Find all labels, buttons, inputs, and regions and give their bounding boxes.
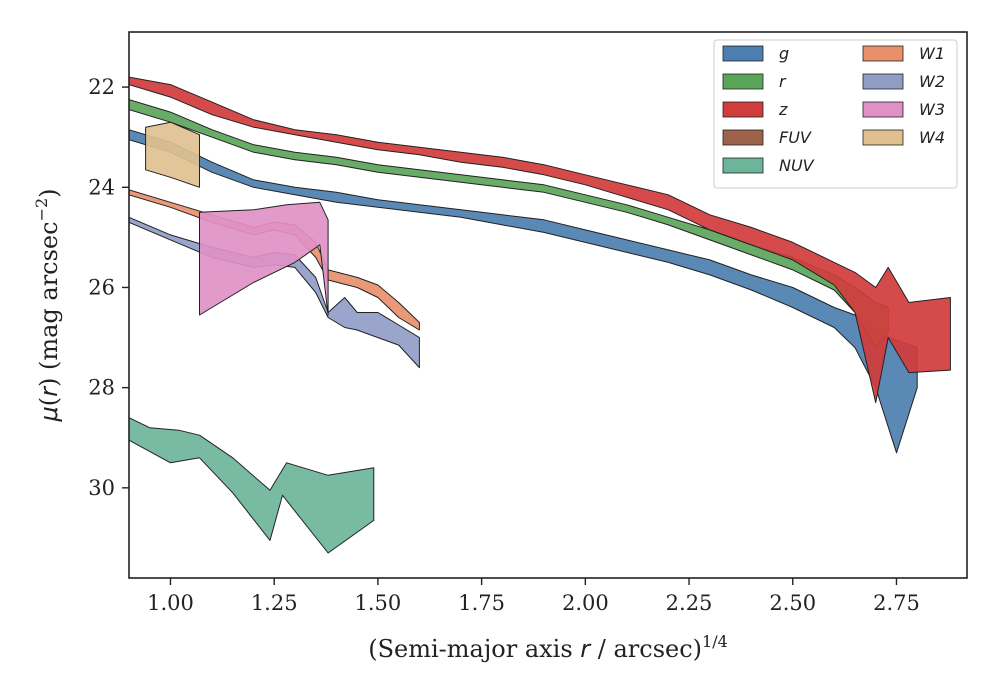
y-axis-label: μ(r) (mag arcsec−2) — [32, 188, 63, 422]
legend-swatch-W4 — [862, 129, 904, 146]
legend-swatch-W1 — [862, 45, 904, 62]
legend-label-FUV: FUV — [779, 128, 812, 147]
legend-label-W1: W1 — [919, 44, 945, 63]
x-tick-label: 2.25 — [666, 591, 713, 615]
profile-bands — [129, 76, 951, 554]
x-tick-label: 1.75 — [458, 591, 505, 615]
x-axis: 1.00 1.25 1.50 1.75 2.00 2.25 2.50 2.75 — [147, 578, 920, 615]
band-W3 — [199, 201, 329, 316]
plot-frame — [128, 31, 968, 579]
legend-swatch-W2 — [862, 73, 904, 90]
x-tick-label: 1.00 — [147, 591, 194, 615]
legend-label-W3: W3 — [919, 100, 945, 119]
y-tick-label: 30 — [88, 476, 115, 500]
y-axis: 22 24 26 28 30 — [88, 75, 129, 500]
x-tick-label: 1.25 — [251, 591, 298, 615]
legend-swatch-g — [722, 45, 764, 62]
x-axis-label: (Semi-major axis r / arcsec)1/4 — [368, 632, 728, 663]
legend-label-z: z — [778, 100, 788, 119]
x-tick-label: 2.00 — [562, 591, 609, 615]
legend-swatch-r — [722, 73, 764, 90]
legend-label-r: r — [779, 72, 787, 91]
band-W4 — [145, 121, 200, 188]
band-z — [129, 76, 951, 404]
x-tick-label: 2.75 — [873, 591, 920, 615]
legend-swatch-FUV — [722, 129, 764, 146]
legend-swatch-NUV — [722, 157, 764, 174]
legend-swatch-W3 — [862, 101, 904, 118]
x-tick-label: 2.50 — [769, 591, 816, 615]
legend: grz FUV NUV W1 W2 W3 W4 — [713, 39, 958, 189]
y-tick-label: 24 — [88, 175, 115, 199]
legend-swatch-z — [722, 101, 764, 118]
band-g — [129, 129, 918, 454]
y-tick-label: 28 — [88, 376, 115, 400]
legend-label-W2: W2 — [919, 72, 945, 91]
y-tick-label: 22 — [88, 75, 115, 99]
legend-label-W4: W4 — [919, 128, 945, 147]
y-tick-label: 26 — [88, 275, 115, 299]
x-tick-label: 1.50 — [355, 591, 402, 615]
band-NUV — [129, 417, 375, 554]
legend-label-g: g — [779, 44, 789, 63]
legend-label-NUV: NUV — [779, 156, 815, 175]
